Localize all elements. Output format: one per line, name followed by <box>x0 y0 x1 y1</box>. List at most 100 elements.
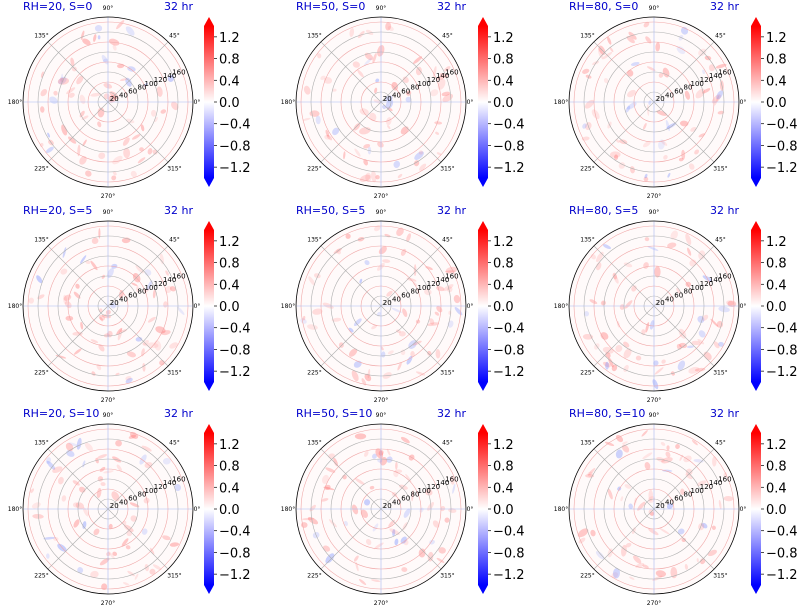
colorbar-tick-label: −1.2 <box>766 161 798 176</box>
angle-tick-label: 225° <box>307 165 321 172</box>
field-speckle <box>70 57 75 67</box>
field-speckle <box>689 259 697 267</box>
polar-panel: 0°45°90°135°180°225°270°315°20 40 60 801001… <box>554 204 747 404</box>
field-speckle <box>312 308 323 315</box>
colorbar-tick-label: −0.8 <box>766 139 798 154</box>
field-speckle <box>702 69 705 75</box>
field-speckle <box>406 233 411 242</box>
field-speckle <box>427 551 434 562</box>
angle-tick-label: 45° <box>169 440 180 447</box>
field-speckle <box>164 285 172 294</box>
field-speckle <box>154 340 162 351</box>
field-speckle <box>142 363 146 372</box>
field-speckle <box>63 294 68 305</box>
field-speckle <box>80 255 87 264</box>
radial-tick-label: 60 <box>128 88 137 96</box>
colorbar-extend-min <box>204 585 214 594</box>
polar-frame <box>295 423 467 595</box>
angular-grid-spoke <box>380 245 442 307</box>
angular-grid-spoke <box>593 508 655 570</box>
field-speckle <box>642 122 647 130</box>
field-speckle <box>143 339 149 345</box>
field-speckle <box>661 140 668 146</box>
field-speckle <box>174 484 181 492</box>
field-speckle <box>375 78 380 83</box>
polar-frame <box>22 220 194 392</box>
field-speckle <box>363 143 371 149</box>
field-speckle <box>652 575 663 581</box>
field-speckle <box>401 567 408 572</box>
field-speckle <box>115 372 120 376</box>
field-speckle <box>595 251 604 263</box>
field-speckle <box>100 482 106 487</box>
panel-time-label: 32 hr <box>164 204 193 217</box>
field-speckle <box>160 109 167 114</box>
field-speckle <box>37 294 45 300</box>
field-speckle <box>622 441 628 445</box>
angle-tick-label: 0° <box>467 99 474 106</box>
colorbar: 1.2 0.8 0.4 0.0 −0.4 −0.8 −1.2 <box>478 424 525 594</box>
field-speckle <box>140 124 145 132</box>
colorbar-tick-label: 0.8 <box>219 460 240 475</box>
field-speckle <box>648 489 653 502</box>
field-speckle <box>332 127 340 136</box>
field-speckle <box>313 273 321 279</box>
field-speckle <box>623 341 630 348</box>
field-speckle <box>708 64 716 72</box>
field-speckle <box>615 434 624 443</box>
angle-tick-label: 90° <box>103 5 114 12</box>
field-speckle <box>626 36 635 44</box>
field-speckle <box>127 66 136 72</box>
field-speckle <box>372 52 377 64</box>
colorbar-tick-label: 0.8 <box>766 257 787 272</box>
field-speckle <box>688 163 695 170</box>
field-speckle <box>155 326 166 334</box>
field-speckle <box>677 360 686 371</box>
field-speckle <box>72 480 80 486</box>
angular-grid-spoke <box>653 508 715 570</box>
colorbar-tick-label: 1.2 <box>219 235 240 250</box>
field-speckle <box>326 134 333 141</box>
field-speckle <box>308 276 316 286</box>
angle-tick-label: 315° <box>713 572 727 579</box>
colorbar-extend-min <box>751 585 761 594</box>
angular-grid-spoke <box>47 245 109 307</box>
field-speckle <box>111 175 117 181</box>
field-speckle <box>324 484 331 491</box>
field-speckle <box>602 51 613 60</box>
field-speckle <box>108 95 117 103</box>
radial-tick-label: 20 <box>110 95 119 103</box>
field-speckle <box>663 154 668 160</box>
field-speckle <box>397 173 403 179</box>
field-speckle <box>442 93 454 103</box>
colorbar-tick-label: 0.0 <box>766 300 787 315</box>
radial-tick-label: 140 <box>709 72 722 80</box>
angle-tick-label: 180° <box>281 99 295 106</box>
field-speckle <box>146 342 159 349</box>
angular-grid-spoke <box>320 41 382 103</box>
field-speckle <box>110 302 117 309</box>
field-speckle <box>139 147 144 152</box>
field-speckle <box>582 123 587 129</box>
field-speckle <box>371 324 378 330</box>
colorbar-tick-label: −0.8 <box>766 546 798 561</box>
angular-grid-spoke <box>107 305 169 367</box>
polar-frame <box>295 16 467 188</box>
radial-tick-label: 100 <box>418 284 431 292</box>
colorbar-gradient <box>751 433 761 585</box>
radial-tick-label: 120 <box>427 280 440 288</box>
field-speckle <box>103 470 114 474</box>
field-speckle <box>702 88 711 94</box>
field-speckle <box>369 485 375 490</box>
angle-tick-label: 180° <box>8 99 22 106</box>
field-speckle <box>75 283 80 289</box>
field-speckle <box>107 550 116 560</box>
field-speckle <box>621 444 630 453</box>
field-speckles <box>30 431 181 591</box>
field-speckle <box>647 246 659 251</box>
polar-panel: 0°45°90°135°180°225°270°315°20 40 60 801001… <box>8 0 201 200</box>
angle-tick-label: 270° <box>374 600 388 607</box>
colorbar-tick-label: 0.4 <box>493 481 514 496</box>
field-speckle <box>387 350 394 355</box>
field-speckle <box>302 315 306 321</box>
